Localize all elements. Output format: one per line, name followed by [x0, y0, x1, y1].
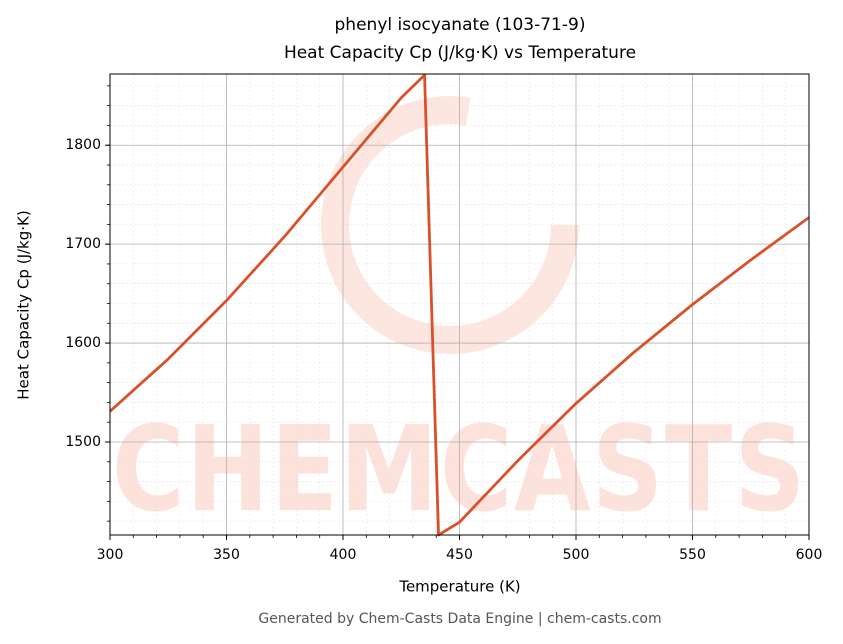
x-tick-label: 500 [563, 547, 590, 563]
y-tick-label: 1500 [65, 434, 101, 450]
chart-title: phenyl isocyanate (103-71-9) [335, 15, 586, 35]
x-tick-label: 450 [446, 547, 473, 563]
footer: Generated by Chem-Casts Data Engine | ch… [258, 611, 661, 627]
x-tick-label: 600 [796, 547, 823, 563]
watermark-logo [321, 96, 579, 354]
x-tick-label: 550 [679, 547, 706, 563]
x-tick-label: 350 [213, 547, 240, 563]
y-tick-label: 1700 [65, 236, 101, 252]
y-axis-label: Heat Capacity Cp (J/kg·K) [15, 210, 33, 399]
x-tick-label: 400 [330, 547, 357, 563]
x-axis-label: Temperature (K) [398, 578, 520, 596]
x-tick-label: 300 [97, 547, 124, 563]
plot-frame [109, 73, 810, 536]
y-tick-label: 1600 [65, 335, 101, 351]
y-tick-label: 1800 [65, 137, 101, 153]
watermark: CHEMCASTS [112, 400, 807, 538]
chart-subtitle: Heat Capacity Cp (J/kg·K) vs Temperature [284, 43, 636, 63]
